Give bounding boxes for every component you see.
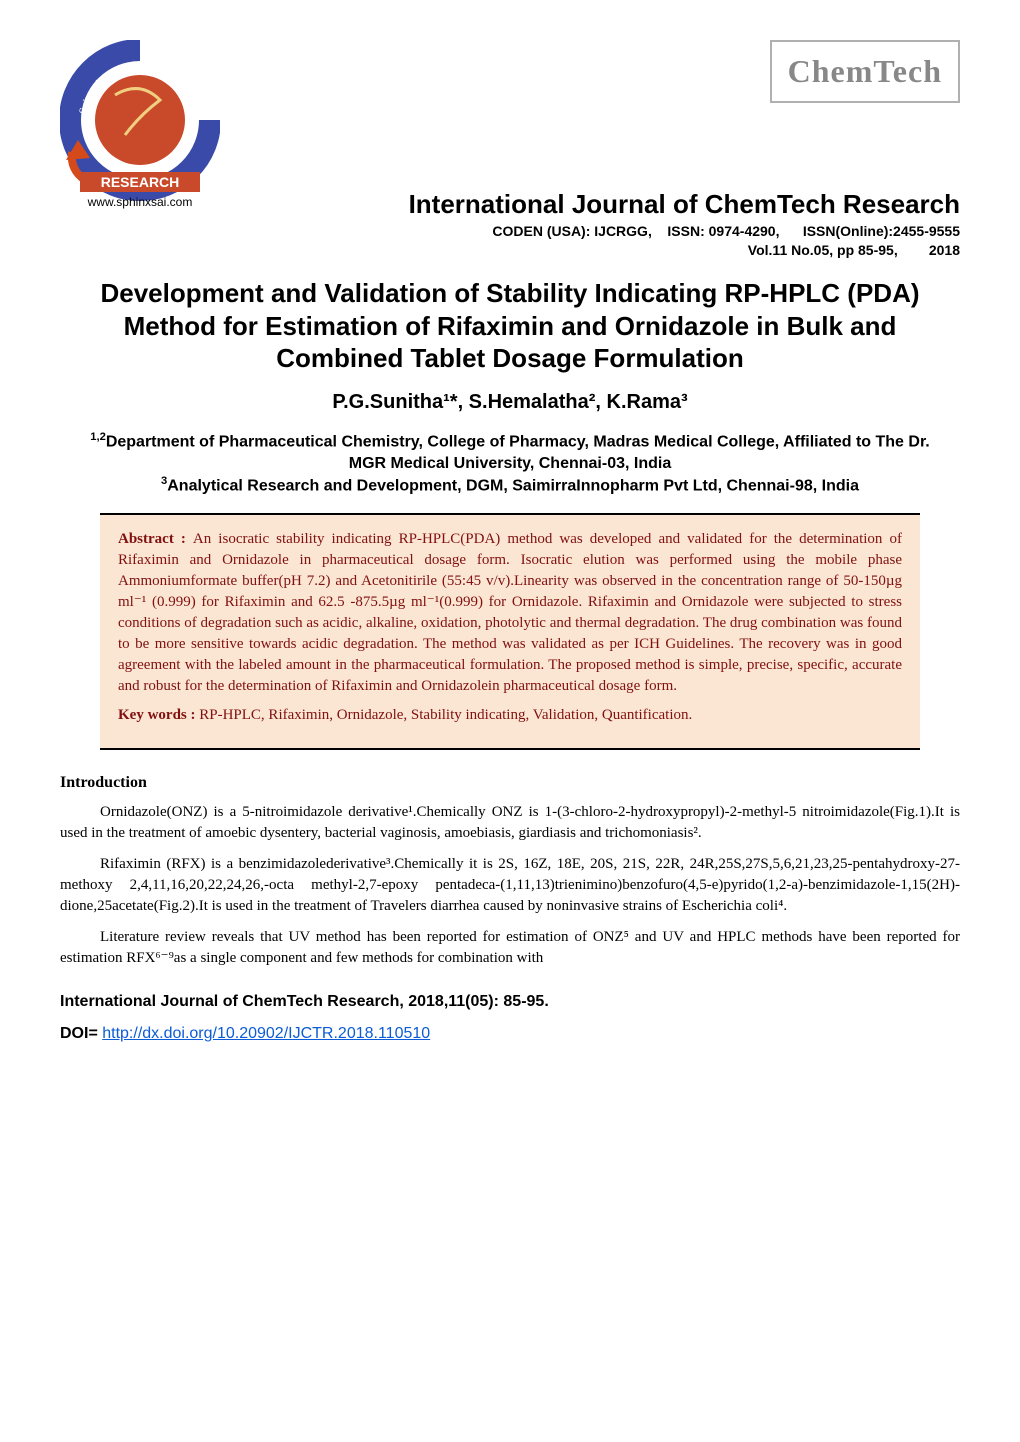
keywords-paragraph: Key words : RP-HPLC, Rifaximin, Ornidazo… — [118, 705, 902, 726]
issn-print: ISSN: 0974-4290, — [667, 223, 779, 239]
journal-header: International Journal of ChemTech Resear… — [240, 187, 960, 260]
coden: CODEN (USA): IJCRGG, — [492, 223, 651, 239]
logo-domain: www.sphinxsai.com — [87, 195, 193, 209]
affiliations: 1,2Department of Pharmaceutical Chemistr… — [80, 430, 940, 497]
intro-paragraph-2: Rifaximin (RFX) is a benzimidazolederiva… — [60, 854, 960, 917]
journal-volume-year: Vol.11 No.05, pp 85-95, 2018 — [240, 241, 960, 260]
doi-line: DOI= http://dx.doi.org/10.20902/IJCTR.20… — [60, 1023, 960, 1045]
section-introduction-head: Introduction — [60, 772, 960, 794]
article-title: Development and Validation of Stability … — [60, 277, 960, 375]
footer-citation: International Journal of ChemTech Resear… — [60, 991, 960, 1013]
volume: Vol.11 No.05, pp 85-95, — [748, 242, 898, 258]
year: 2018 — [929, 242, 960, 258]
intro-paragraph-1: Ornidazole(ONZ) is a 5-nitroimidazole de… — [60, 802, 960, 844]
journal-title: International Journal of ChemTech Resear… — [240, 187, 960, 222]
publisher-logo: Scientific Communications RESEARCH www.s… — [60, 40, 220, 217]
issn-online: ISSN(Online):2455-9555 — [803, 223, 960, 239]
doi-link[interactable]: http://dx.doi.org/10.20902/IJCTR.2018.11… — [102, 1025, 430, 1042]
keywords-head: Key words : — [118, 707, 199, 723]
intro-paragraph-3: Literature review reveals that UV method… — [60, 927, 960, 969]
brand-name: ChemTech — [770, 40, 960, 103]
abstract-paragraph: Abstract : An isocratic stability indica… — [118, 529, 902, 697]
doi-label: DOI= — [60, 1025, 102, 1042]
abstract-box: Abstract : An isocratic stability indica… — [100, 513, 920, 750]
journal-coden-issn: CODEN (USA): IJCRGG, ISSN: 0974-4290, IS… — [240, 222, 960, 241]
logo-research-label: RESEARCH — [101, 174, 180, 190]
abstract-head: Abstract : — [118, 531, 193, 547]
keywords-body: RP-HPLC, Rifaximin, Ornidazole, Stabilit… — [199, 707, 692, 723]
abstract-body: An isocratic stability indicating RP-HPL… — [118, 531, 902, 694]
authors: P.G.Sunitha¹*, S.Hemalatha², K.Rama³ — [60, 389, 960, 416]
logo-icon: Scientific Communications RESEARCH www.s… — [60, 40, 220, 210]
